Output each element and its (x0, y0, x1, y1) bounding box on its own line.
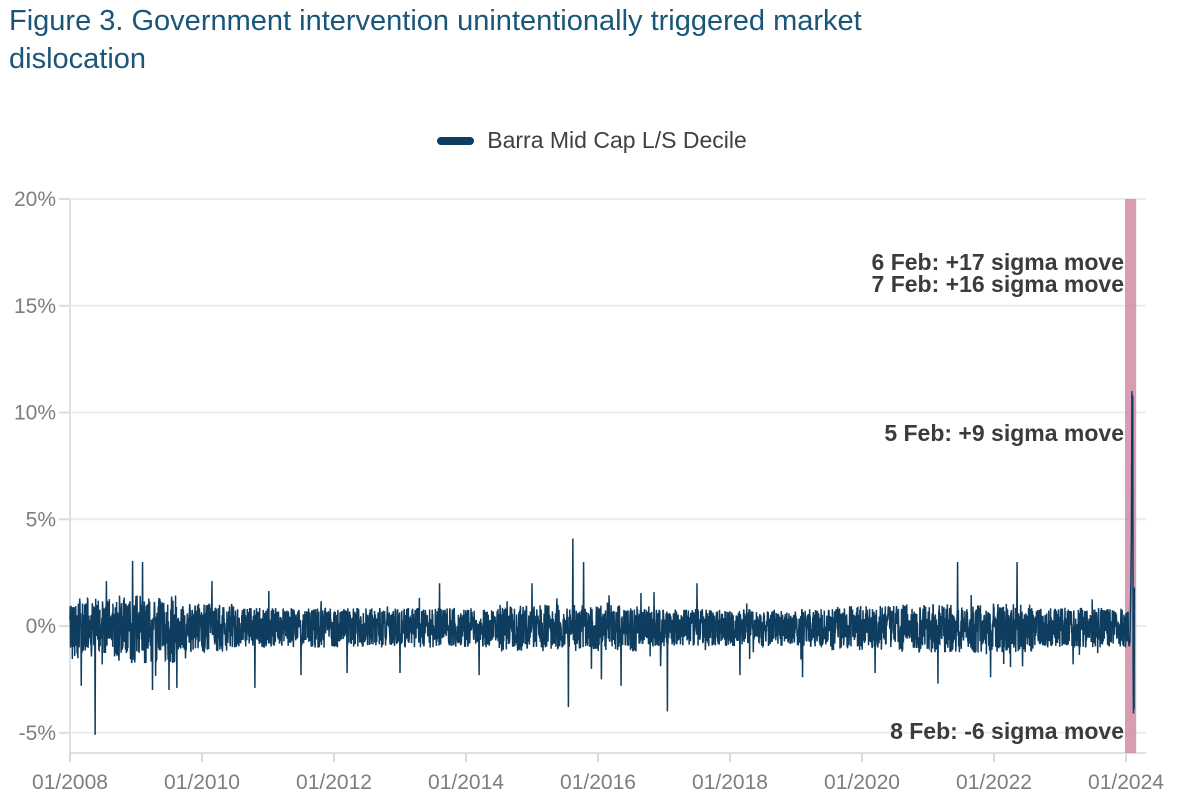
svg-text:01/2020: 01/2020 (824, 771, 900, 794)
annotation: 7 Feb: +16 sigma move (871, 271, 1124, 297)
svg-text:01/2016: 01/2016 (560, 771, 636, 794)
svg-text:01/2024: 01/2024 (1088, 771, 1164, 794)
svg-text:10%: 10% (14, 402, 56, 425)
svg-text:01/2014: 01/2014 (428, 771, 504, 794)
highlight-band (1125, 199, 1137, 753)
annotation: 6 Feb: +17 sigma move (871, 249, 1124, 275)
figure-title: Figure 3. Government intervention uninte… (9, 2, 1159, 78)
legend-line-marker (437, 136, 475, 145)
svg-text:01/2018: 01/2018 (692, 771, 768, 794)
legend-series-label: Barra Mid Cap L/S Decile (487, 127, 747, 153)
svg-text:20%: 20% (14, 188, 56, 211)
chart-legend: Barra Mid Cap L/S Decile (0, 127, 1184, 154)
svg-text:5%: 5% (26, 508, 56, 531)
annotation: 8 Feb: -6 sigma move (890, 718, 1124, 744)
svg-text:15%: 15% (14, 295, 56, 318)
svg-text:01/2022: 01/2022 (956, 771, 1032, 794)
svg-text:-5%: -5% (19, 722, 56, 745)
series-line (69, 391, 1136, 735)
svg-text:01/2008: 01/2008 (32, 771, 108, 794)
svg-text:0%: 0% (26, 615, 56, 638)
figure-title-line2: dislocation (9, 43, 147, 75)
annotation: 5 Feb: +9 sigma move (884, 420, 1124, 446)
svg-text:01/2010: 01/2010 (164, 771, 240, 794)
figure-title-line1: Figure 3. Government intervention uninte… (9, 5, 862, 37)
svg-text:01/2012: 01/2012 (296, 771, 372, 794)
